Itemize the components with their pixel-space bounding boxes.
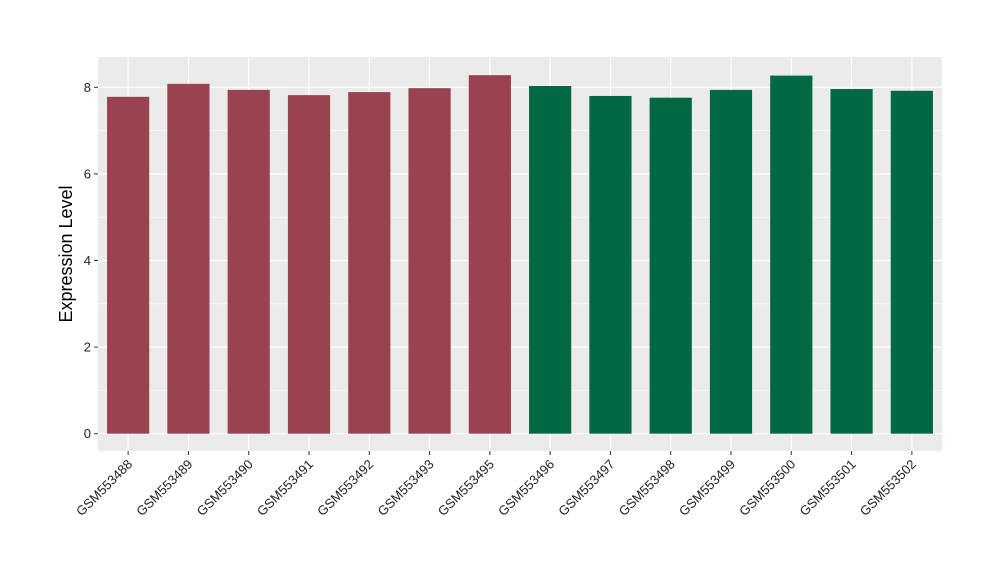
bar-GSM553490 xyxy=(227,89,270,434)
bar-GSM553500 xyxy=(770,75,813,434)
bar-GSM553499 xyxy=(709,89,753,434)
x-tick-label: GSM553492 xyxy=(314,457,376,519)
x-tick-label: GSM553496 xyxy=(495,457,557,519)
y-tick-label: 8 xyxy=(84,80,91,95)
bars xyxy=(107,75,933,434)
x-tick-label: GSM553489 xyxy=(133,457,195,519)
y-axis-title: Expression Level xyxy=(56,185,76,322)
y-tick-label: 2 xyxy=(84,340,91,355)
bar-GSM553492 xyxy=(348,92,391,434)
bar-GSM553502 xyxy=(890,90,933,434)
x-tick-label: GSM553501 xyxy=(796,457,858,519)
y-tick-label: 6 xyxy=(84,166,91,181)
bar-GSM553488 xyxy=(107,96,150,434)
bar-GSM553489 xyxy=(167,83,210,434)
x-tick-label: GSM553498 xyxy=(616,457,678,519)
bar-GSM553495 xyxy=(468,75,511,434)
bar-GSM553498 xyxy=(649,97,692,434)
x-tick-label: GSM553502 xyxy=(857,457,919,519)
bar-GSM553493 xyxy=(408,88,451,434)
bar-GSM553491 xyxy=(287,95,331,434)
x-tick-label: GSM553495 xyxy=(435,457,497,519)
x-tick-label: GSM553499 xyxy=(676,457,738,519)
x-tick-label: GSM553491 xyxy=(254,457,316,519)
x-tick-label: GSM553493 xyxy=(374,457,436,519)
x-axis: GSM553488GSM553489GSM553490GSM553491GSM5… xyxy=(73,451,919,519)
x-tick-label: GSM553488 xyxy=(73,457,135,519)
x-tick-label: GSM553500 xyxy=(736,457,798,519)
bar-GSM553497 xyxy=(589,95,632,434)
plot-panel xyxy=(98,57,942,451)
x-tick-label: GSM553490 xyxy=(194,457,256,519)
y-tick-label: 4 xyxy=(84,253,91,268)
x-tick-label: GSM553497 xyxy=(555,457,617,519)
y-axis: 0 2 4 6 8 xyxy=(84,80,98,441)
y-tick-label: 0 xyxy=(84,426,91,441)
bar-GSM553496 xyxy=(529,86,572,434)
bar-GSM553501 xyxy=(830,89,873,434)
